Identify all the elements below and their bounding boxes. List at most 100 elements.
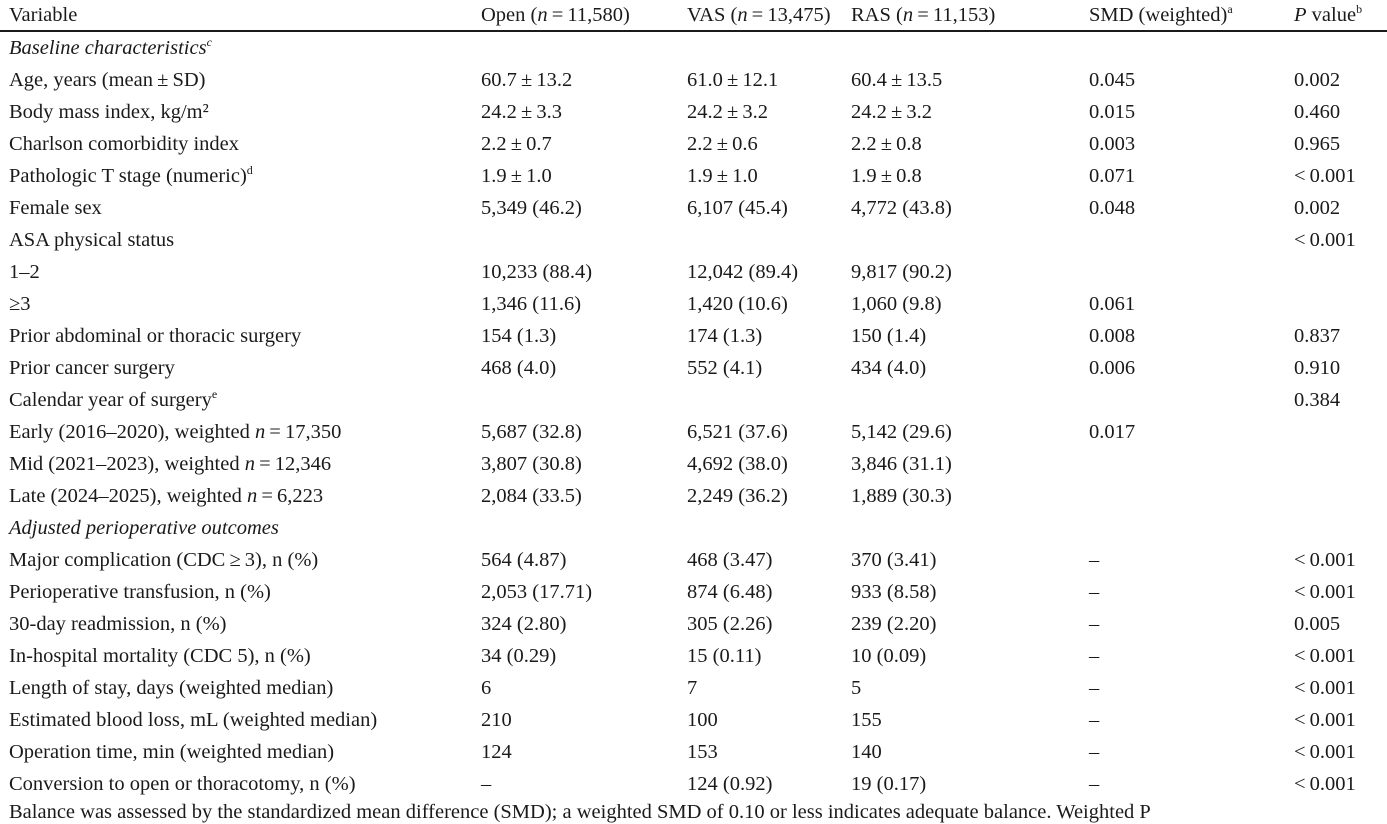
cell-p: < 0.001 [1294, 548, 1356, 571]
cell-ras [842, 224, 1080, 256]
cell-open: 2,053 (17.71) [481, 580, 593, 603]
cell-ras: 19 (0.17) [851, 772, 927, 795]
table-row: Prior cancer surgery 468 (4.0) 552 (4.1) 43… [0, 352, 1387, 384]
cell-open: 210 [481, 708, 512, 731]
cell-open: 2.2 ± 0.7 [481, 132, 552, 155]
cell-smd [1080, 448, 1285, 480]
cell-ras: 155 [851, 708, 882, 731]
cell-vas: 153 [687, 740, 718, 763]
cell-vas: 61.0 ± 12.1 [687, 68, 779, 91]
cell-p: < 0.001 [1294, 580, 1356, 603]
cell-variable: Pathologic T stage (numeric)d [9, 162, 253, 187]
cell-vas: 305 (2.26) [687, 612, 773, 635]
cell-smd: 0.061 [1089, 292, 1136, 315]
cell-ras: 1,889 (30.3) [851, 484, 952, 507]
table-row: Mid (2021–2023), weighted n = 12,346 3,80… [0, 448, 1387, 480]
cell-ras: 4,772 (43.8) [851, 196, 952, 219]
cell-variable: Operation time, min (weighted median) [9, 740, 335, 763]
cell-smd [1080, 384, 1285, 416]
cell-variable: Body mass index, kg/m² [9, 100, 209, 123]
table-row: Female sex 5,349 (46.2) 6,107 (45.4) 4,772 … [0, 192, 1387, 224]
cell-p: < 0.001 [1294, 740, 1356, 763]
cell-smd: – [1089, 580, 1100, 603]
cell-ras: 150 (1.4) [851, 324, 927, 347]
section-adjusted: Adjusted perioperative outcomes [9, 516, 279, 539]
cell-open: 154 (1.3) [481, 324, 557, 347]
cell-open: 6 [481, 676, 492, 699]
table-row: 30-day readmission, n (%) 324 (2.80) 305 (… [0, 608, 1387, 640]
cell-open: 564 (4.87) [481, 548, 567, 571]
cell-vas: 874 (6.48) [687, 580, 773, 603]
cell-ras: 24.2 ± 3.2 [851, 100, 932, 123]
cell-open: 60.7 ± 13.2 [481, 68, 573, 91]
cell-vas: 2,249 (36.2) [687, 484, 788, 507]
table-row: ASA physical status < 0.001 [0, 224, 1387, 256]
header-open: Open (n = 11,580) [472, 0, 678, 32]
cell-smd: 0.006 [1089, 356, 1136, 379]
cell-p [1285, 480, 1387, 512]
section-baseline: Baseline characteristicsc [9, 34, 212, 59]
cell-smd: – [1089, 740, 1100, 763]
cell-ras: 239 (2.20) [851, 612, 937, 635]
cell-variable: In-hospital mortality (CDC 5), n (%) [9, 644, 311, 667]
table-header: Variable Open (n = 11,580) VAS (n = 13,4… [0, 0, 1387, 32]
table-row: ≥3 1,346 (11.6) 1,420 (10.6) 1,060 (9.8) 0.0… [0, 288, 1387, 320]
cell-variable: Age, years (mean ± SD) [9, 68, 206, 91]
cell-vas [678, 224, 842, 256]
cell-variable: Major complication (CDC ≥ 3), n (%) [9, 548, 319, 571]
cell-p [1285, 448, 1387, 480]
cell-open: 1.9 ± 1.0 [481, 164, 552, 187]
cell-smd [1080, 256, 1285, 288]
table-row: Perioperative transfusion, n (%) 2,053 (1… [0, 576, 1387, 608]
cell-smd: – [1089, 708, 1100, 731]
cell-smd: 0.015 [1089, 100, 1136, 123]
cell-open: 2,084 (33.5) [481, 484, 582, 507]
cell-open: 468 (4.0) [481, 356, 557, 379]
header-ras: RAS (n = 11,153) [842, 0, 1080, 32]
cell-vas: 6,521 (37.6) [687, 420, 788, 443]
table-row: Pathologic T stage (numeric)d 1.9 ± 1.0 1.… [0, 160, 1387, 192]
cell-ras: 1,060 (9.8) [851, 292, 942, 315]
cell-open: 1,346 (11.6) [481, 292, 582, 315]
results-table: Variable Open (n = 11,580) VAS (n = 13,4… [0, 0, 1387, 795]
cell-smd: – [1089, 612, 1100, 635]
cell-p: 0.002 [1294, 68, 1341, 91]
cell-ras: 2.2 ± 0.8 [851, 132, 922, 155]
cell-vas [678, 384, 842, 416]
cell-p: 0.965 [1294, 132, 1341, 155]
cell-vas: 552 (4.1) [687, 356, 763, 379]
cell-ras: 60.4 ± 13.5 [851, 68, 943, 91]
cell-p: 0.910 [1294, 356, 1341, 379]
table-row: Prior abdominal or thoracic surgery 154 (… [0, 320, 1387, 352]
cell-p: < 0.001 [1294, 708, 1356, 731]
cell-smd: 0.017 [1089, 420, 1136, 443]
cell-open: 124 [481, 740, 512, 763]
cell-vas: 468 (3.47) [687, 548, 773, 571]
cell-ras: 933 (8.58) [851, 580, 937, 603]
cell-open: 5,349 (46.2) [481, 196, 582, 219]
cell-variable: ASA physical status [9, 228, 175, 251]
cell-smd: 0.071 [1089, 164, 1136, 187]
cell-p: 0.005 [1294, 612, 1341, 635]
table-row: Early (2016–2020), weighted n = 17,350 5,… [0, 416, 1387, 448]
cell-smd [1080, 480, 1285, 512]
cell-p: < 0.001 [1294, 164, 1356, 187]
cell-ras: 5 [851, 676, 862, 699]
cell-ras: 10 (0.09) [851, 644, 927, 667]
cell-smd: 0.048 [1089, 196, 1136, 219]
cell-variable: Charlson comorbidity index [9, 132, 240, 155]
cell-open: 10,233 (88.4) [481, 260, 593, 283]
cell-variable: ≥3 [9, 292, 31, 315]
cell-vas: 124 (0.92) [687, 772, 773, 795]
cell-p: 0.384 [1294, 388, 1341, 411]
header-row: Variable Open (n = 11,580) VAS (n = 13,4… [0, 0, 1387, 32]
cell-p: 0.460 [1294, 100, 1341, 123]
header-smd: SMD (weighted)a [1080, 0, 1285, 32]
cell-vas: 1.9 ± 1.0 [687, 164, 758, 187]
table-row: 1–2 10,233 (88.4) 12,042 (89.4) 9,817 (90.2… [0, 256, 1387, 288]
cell-p: < 0.001 [1294, 644, 1356, 667]
table-row: Length of stay, days (weighted median) 6 7… [0, 672, 1387, 704]
cell-p [1285, 256, 1387, 288]
cell-p: 0.837 [1294, 324, 1341, 347]
table-row: Age, years (mean ± SD) 60.7 ± 13.2 61.0 ± … [0, 64, 1387, 96]
